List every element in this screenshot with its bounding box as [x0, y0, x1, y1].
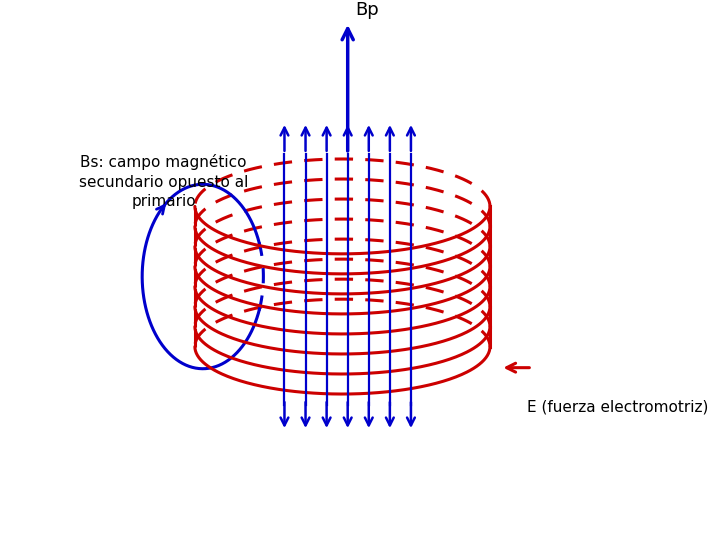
- Text: Bp: Bp: [356, 1, 379, 19]
- Text: Bs: campo magnético
secundario opuesto al
primario: Bs: campo magnético secundario opuesto a…: [79, 154, 248, 210]
- Text: E (fuerza electromotriz): E (fuerza electromotriz): [527, 399, 708, 414]
